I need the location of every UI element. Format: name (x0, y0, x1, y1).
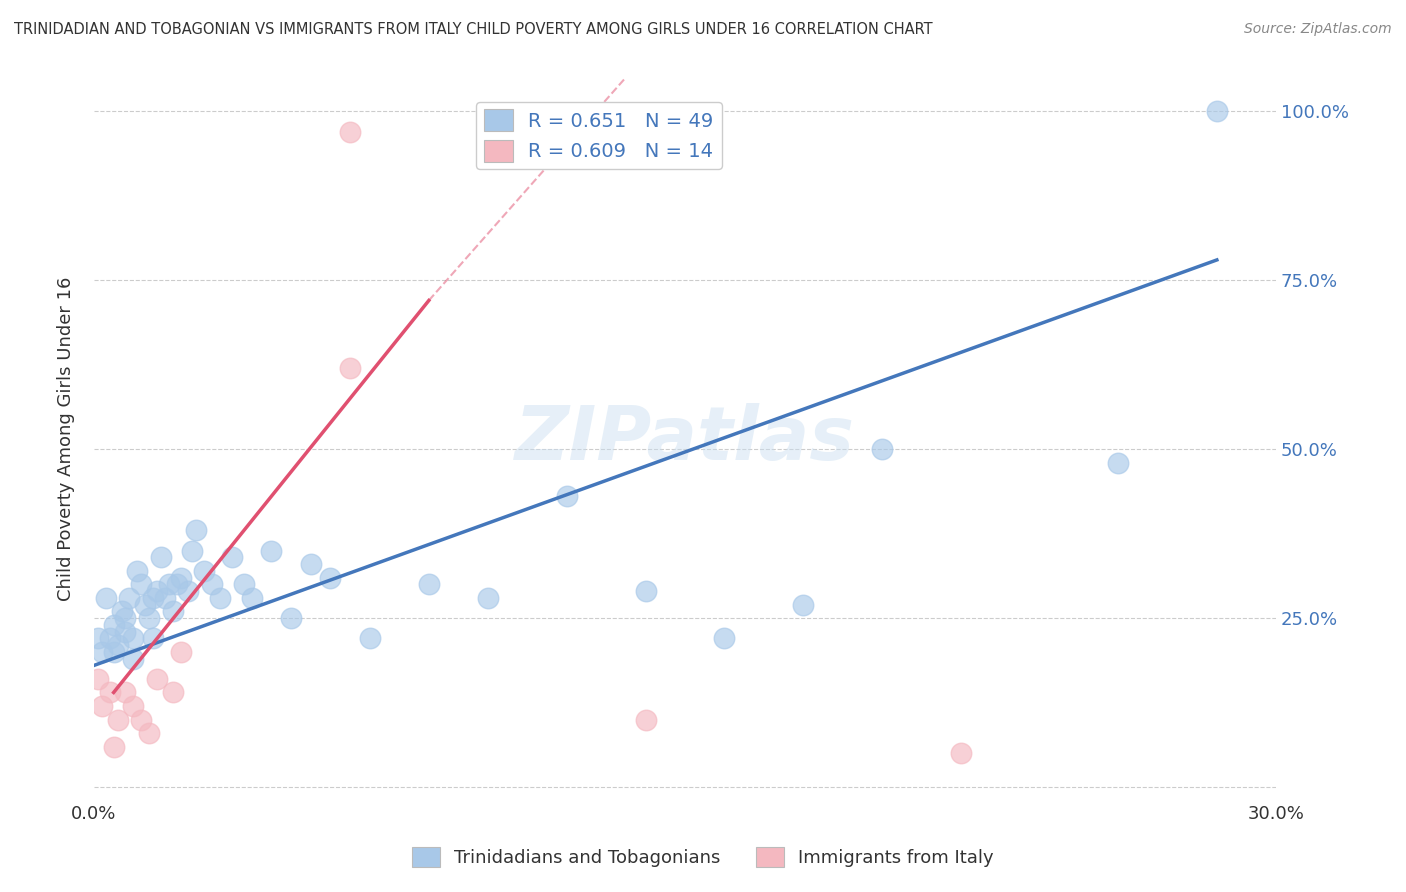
Point (555, 490, 578, 504)
Point (319, 571, 342, 585)
Point (103, 618, 125, 632)
Point (107, 713, 129, 727)
Point (138, 726, 160, 740)
Point (98, 632, 121, 646)
Point (114, 624, 136, 639)
Point (634, 584, 657, 599)
Point (103, 739, 125, 754)
Point (87, 632, 110, 646)
Point (949, 747, 972, 761)
Point (107, 638, 129, 652)
Point (240, 591, 263, 605)
Point (94, 591, 117, 605)
Point (134, 598, 156, 612)
Point (90, 645, 112, 659)
Point (870, 442, 893, 457)
Point (477, 591, 499, 605)
Y-axis label: Child Poverty Among Girls Under 16: Child Poverty Among Girls Under 16 (58, 277, 75, 601)
Point (122, 632, 145, 646)
Point (129, 577, 152, 591)
Point (1205, 104, 1227, 119)
Point (90, 698, 112, 713)
Point (339, 124, 361, 138)
Point (339, 361, 361, 376)
Point (169, 571, 191, 585)
Point (713, 632, 735, 646)
Point (221, 550, 243, 565)
Point (129, 713, 152, 727)
Point (127, 564, 149, 578)
Point (418, 577, 440, 591)
Point (208, 591, 231, 605)
Point (260, 543, 283, 558)
Point (232, 577, 254, 591)
Legend: R = 0.651   N = 49, R = 0.609   N = 14: R = 0.651 N = 49, R = 0.609 N = 14 (477, 102, 721, 169)
Point (177, 584, 200, 599)
Point (114, 685, 136, 699)
Point (162, 685, 184, 699)
Point (166, 577, 188, 591)
Point (98, 685, 121, 699)
Point (87, 672, 110, 686)
Point (153, 591, 176, 605)
Text: Source: ZipAtlas.com: Source: ZipAtlas.com (1244, 22, 1392, 37)
Point (110, 604, 132, 618)
Point (149, 550, 172, 565)
Text: ZIPatlas: ZIPatlas (515, 402, 855, 475)
Point (169, 645, 191, 659)
Point (181, 543, 204, 558)
Point (118, 591, 141, 605)
Point (792, 598, 814, 612)
Point (634, 713, 657, 727)
Point (142, 632, 165, 646)
Point (146, 584, 169, 599)
Legend: Trinidadians and Tobagonians, Immigrants from Italy: Trinidadians and Tobagonians, Immigrants… (405, 839, 1001, 874)
Point (142, 591, 165, 605)
Point (280, 611, 302, 625)
Text: TRINIDADIAN AND TOBAGONIAN VS IMMIGRANTS FROM ITALY CHILD POVERTY AMONG GIRLS UN: TRINIDADIAN AND TOBAGONIAN VS IMMIGRANTS… (14, 22, 932, 37)
Point (122, 651, 145, 665)
Point (299, 557, 322, 571)
Point (1107, 456, 1129, 470)
Point (162, 604, 184, 618)
Point (138, 611, 160, 625)
Point (193, 564, 215, 578)
Point (201, 577, 224, 591)
Point (114, 611, 136, 625)
Point (186, 523, 208, 537)
Point (157, 577, 180, 591)
Point (146, 672, 169, 686)
Point (359, 632, 381, 646)
Point (103, 645, 125, 659)
Point (122, 698, 145, 713)
